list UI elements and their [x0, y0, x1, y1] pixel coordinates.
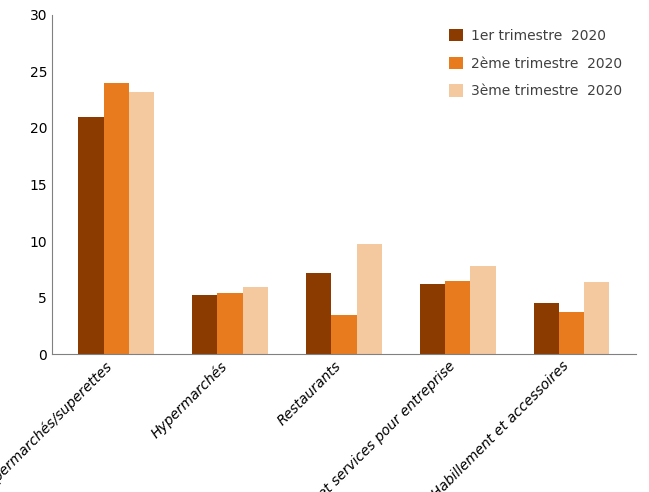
Bar: [559, 312, 584, 354]
Legend: 1er trimestre  2020, 2ème trimestre  2020, 3ème trimestre  2020: 1er trimestre 2020, 2ème trimestre 2020,…: [442, 22, 629, 105]
Bar: [356, 245, 382, 354]
Bar: [104, 83, 129, 354]
Bar: [192, 295, 217, 354]
Bar: [129, 92, 154, 354]
Bar: [445, 280, 471, 354]
Bar: [421, 284, 445, 354]
Bar: [79, 117, 104, 354]
Bar: [306, 273, 332, 354]
Bar: [217, 293, 243, 354]
Bar: [243, 287, 267, 354]
Bar: [332, 315, 356, 354]
Bar: [584, 282, 609, 354]
Bar: [471, 266, 496, 354]
Bar: [534, 303, 559, 354]
